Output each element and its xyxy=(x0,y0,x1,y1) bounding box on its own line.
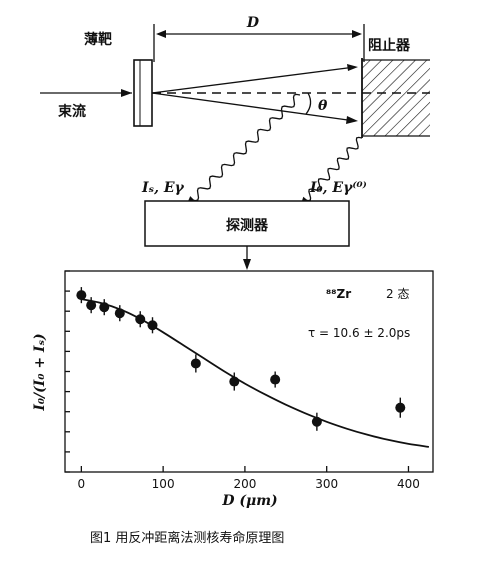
recoil-lower-ray xyxy=(151,92,356,122)
thin-target-foil xyxy=(133,59,153,127)
data-point xyxy=(114,308,125,319)
data-point xyxy=(147,320,158,331)
angle-arc xyxy=(305,92,312,115)
data-point xyxy=(395,402,406,413)
data-point xyxy=(190,358,201,369)
data-point xyxy=(76,290,87,301)
target-label: 薄靶 xyxy=(84,31,112,48)
gamma-wave-unshifted xyxy=(304,136,363,202)
stopper-block xyxy=(362,60,430,136)
x-axis-label: D (μm) xyxy=(221,493,277,509)
recoil-lower-arrow xyxy=(346,116,358,124)
x-tick-label: 300 xyxy=(315,477,338,491)
figure-caption: 图1 用反冲距离法测核寿命原理图 xyxy=(90,530,284,546)
data-point xyxy=(311,416,322,427)
data-point xyxy=(86,300,97,311)
decay-chart: 0 100 200 300 400 ⁸⁸Zr 2 态 τ = 10.6 ± 2.0ps … xyxy=(32,270,434,509)
data-point xyxy=(229,376,240,387)
detector-label: 探测器 xyxy=(226,217,269,234)
schematic: D 薄靶 束流 阻止器 θ Iₛ, Eγ xyxy=(40,15,430,270)
beam-label: 束流 xyxy=(58,103,86,120)
detector-output-arrow xyxy=(243,259,251,270)
angle-label: θ xyxy=(318,98,328,114)
fit-curve xyxy=(81,298,430,448)
unshifted-gamma-label: I₀, Eγ⁽⁰⁾ xyxy=(309,180,367,196)
y-axis-label: I₀/(I₀ + Iₛ) xyxy=(32,333,48,411)
plot-frame xyxy=(64,270,434,473)
gamma-wave-shifted xyxy=(191,93,301,202)
stopper-label: 阻止器 xyxy=(368,37,411,54)
recoil-upper-ray xyxy=(151,66,356,94)
distance-label: D xyxy=(246,15,260,31)
shifted-gamma-label: Iₛ, Eγ xyxy=(141,180,184,196)
recoil-upper-arrow xyxy=(347,64,358,71)
data-point xyxy=(270,374,281,385)
data-point xyxy=(99,302,110,313)
data-point xyxy=(135,314,146,325)
d-arrow-left xyxy=(156,30,166,38)
x-tick-label: 400 xyxy=(397,477,420,491)
d-arrow-right xyxy=(352,30,362,38)
beam-arrow xyxy=(121,89,132,97)
lifetime-annotation: τ = 10.6 ± 2.0ps xyxy=(308,326,410,340)
nucleus-label: ⁸⁸Zr xyxy=(326,287,351,301)
x-tick-label: 0 xyxy=(78,477,86,491)
x-axis-ticks: 0 100 200 300 400 xyxy=(78,466,420,491)
state-label: 2 态 xyxy=(386,287,409,301)
x-tick-label: 200 xyxy=(233,477,256,491)
x-tick-label: 100 xyxy=(152,477,175,491)
y-axis-ticks xyxy=(65,270,70,473)
data-points xyxy=(76,287,406,431)
